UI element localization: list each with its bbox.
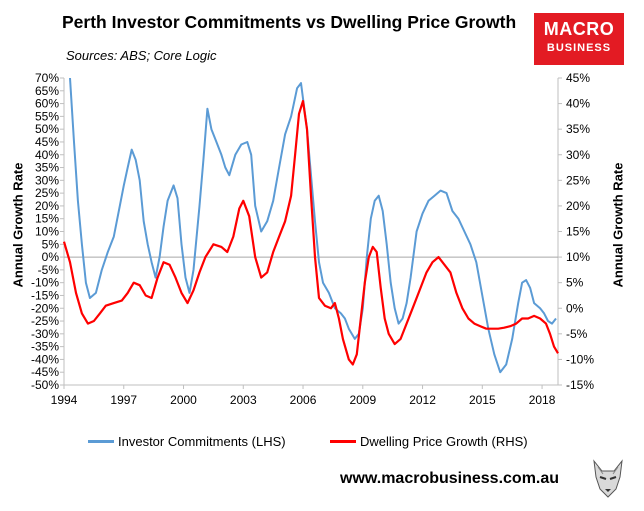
y-left-tick-label: 65% [35, 84, 59, 98]
x-tick-label: 2009 [349, 393, 376, 407]
series-line-dwelling-price-growth [62, 99, 559, 366]
x-tick-label: 2000 [170, 393, 197, 407]
x-tick-label: 2018 [529, 393, 556, 407]
legend-item-lhs: Investor Commitments (LHS) [88, 434, 286, 449]
y-right-tick-label: -10% [566, 352, 594, 366]
y-right-tick-label: 10% [566, 250, 590, 264]
y-right-tick-label: -5% [566, 327, 588, 341]
y-left-tick-label: -5% [38, 263, 60, 277]
y-left-tick-label: -45% [31, 365, 59, 379]
macrobusiness-logo: MACRO BUSINESS [534, 13, 624, 65]
logo-line1: MACRO [543, 19, 615, 39]
wolf-mascot-icon [593, 459, 623, 498]
y-right-tick-label: 35% [566, 122, 590, 136]
logo-line2: BUSINESS [546, 42, 612, 54]
y-left-tick-label: 40% [35, 148, 59, 162]
y-right-tick-label: 40% [566, 97, 590, 111]
x-tick-label: 2003 [230, 393, 257, 407]
y-right-tick-label: 20% [566, 199, 590, 213]
y-left-tick-label: 30% [35, 173, 59, 187]
y-right-tick-label: -15% [566, 378, 594, 392]
legend-label-rhs: Dwelling Price Growth (RHS) [360, 434, 528, 449]
y-right-tick-label: 5% [566, 276, 584, 290]
website-url: www.macrobusiness.com.au [340, 470, 560, 487]
y-left-tick-label: 25% [35, 186, 59, 200]
y-right-tick-label: 0% [566, 301, 584, 315]
y-left-tick-label: -40% [31, 352, 59, 366]
y-right-tick-label: 25% [566, 173, 590, 187]
legend-swatch-rhs [330, 440, 356, 443]
y-left-tick-label: 45% [35, 135, 59, 149]
y-left-tick-label: -35% [31, 340, 59, 354]
y-right-tick-label: 45% [566, 71, 590, 85]
x-tick-label: 2012 [409, 393, 436, 407]
y-left-tick-label: 70% [35, 71, 59, 85]
chart-title: Perth Investor Commitments vs Dwelling P… [62, 12, 517, 32]
y-right-tick-label: 15% [566, 225, 590, 239]
x-tick-label: 2006 [290, 393, 317, 407]
y-left-tick-label: -30% [31, 327, 59, 341]
legend-swatch-lhs [88, 440, 114, 443]
legend-label-lhs: Investor Commitments (LHS) [118, 434, 286, 449]
sources-note: Sources: ABS; Core Logic [66, 48, 217, 63]
y-left-tick-label: -20% [31, 301, 59, 315]
x-tick-label: 1994 [51, 393, 78, 407]
y-left-tick-label: 10% [35, 225, 59, 239]
y-left-tick-label: 15% [35, 212, 59, 226]
y-left-tick-label: 20% [35, 199, 59, 213]
x-tick-label: 1997 [110, 393, 137, 407]
y-left-tick-label: 55% [35, 109, 59, 123]
y-left-tick-label: 35% [35, 161, 59, 175]
y-left-tick-label: 50% [35, 122, 59, 136]
y-left-tick-label: 0% [42, 250, 60, 264]
y-left-tick-label: -50% [31, 378, 59, 392]
y-left-tick-label: -15% [31, 288, 59, 302]
legend-item-rhs: Dwelling Price Growth (RHS) [330, 434, 528, 449]
y-left-tick-label: -10% [31, 276, 59, 290]
y-right-tick-label: 30% [566, 148, 590, 162]
y-left-tick-label: -25% [31, 314, 59, 328]
x-tick-label: 2015 [469, 393, 496, 407]
y-left-tick-label: 5% [42, 237, 60, 251]
y-left-tick-label: 60% [35, 97, 59, 111]
